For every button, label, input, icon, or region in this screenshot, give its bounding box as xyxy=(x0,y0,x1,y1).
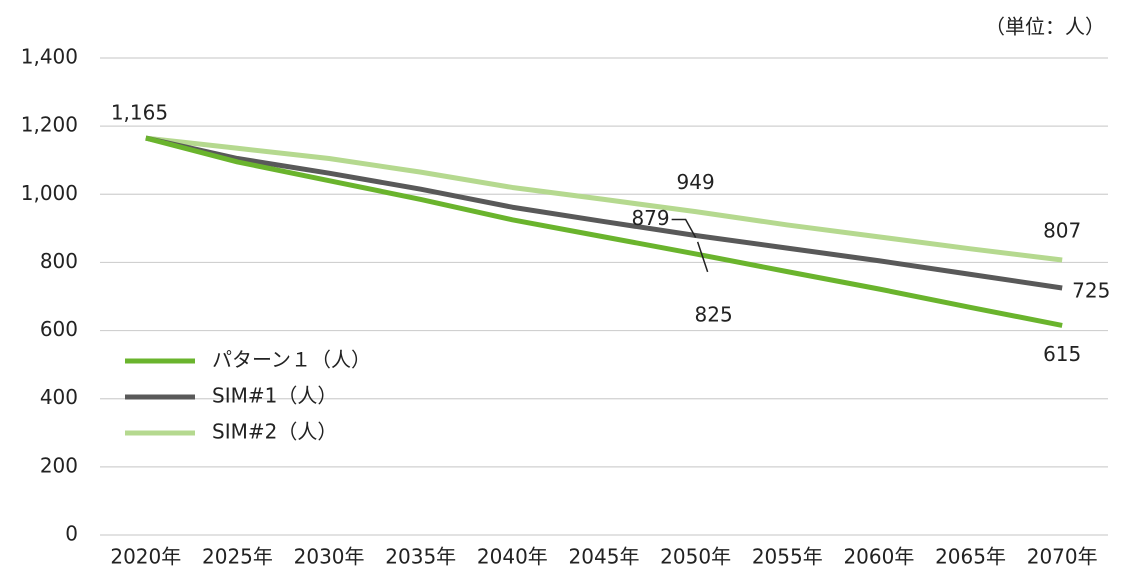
x-tick-label: 2035年 xyxy=(385,545,456,569)
y-tick-label: 400 xyxy=(40,385,78,409)
data-label: 725 xyxy=(1072,278,1110,302)
x-tick-label: 2055年 xyxy=(752,545,823,569)
data-label: 615 xyxy=(1043,342,1081,366)
data-label: 949 xyxy=(677,170,715,194)
y-tick-label: 1,400 xyxy=(21,45,78,69)
data-label: 879 xyxy=(631,206,669,230)
y-tick-label: 0 xyxy=(65,522,78,546)
x-tick-label: 2025年 xyxy=(202,545,273,569)
legend-label: パターン１（人） xyxy=(212,348,371,372)
y-tick-label: 200 xyxy=(40,453,78,477)
x-tick-label: 2045年 xyxy=(569,545,640,569)
data-label: 825 xyxy=(695,302,733,326)
y-tick-label: 600 xyxy=(40,317,78,341)
x-tick-label: 2050年 xyxy=(660,545,731,569)
data-label: 1,165 xyxy=(111,101,168,125)
leader-line xyxy=(696,241,709,273)
y-tick-label: 1,200 xyxy=(21,113,78,137)
series-line xyxy=(145,135,1063,291)
x-tick-label: 2070年 xyxy=(1027,545,1098,569)
leader-line xyxy=(671,218,697,238)
x-tick-label: 2065年 xyxy=(935,545,1006,569)
y-tick-label: 1,000 xyxy=(21,181,78,205)
unit-note: （単位：人） xyxy=(985,15,1105,39)
series-line xyxy=(145,135,1063,328)
y-tick-label: 800 xyxy=(40,249,78,273)
legend-label: SIM#1（人） xyxy=(212,384,337,408)
series-line xyxy=(145,135,1063,263)
legend-label: SIM#2（人） xyxy=(212,420,337,444)
x-tick-label: 2020年 xyxy=(110,545,181,569)
x-tick-label: 2030年 xyxy=(294,545,365,569)
x-tick-label: 2060年 xyxy=(843,545,914,569)
data-label: 807 xyxy=(1043,219,1081,243)
x-tick-label: 2040年 xyxy=(477,545,548,569)
